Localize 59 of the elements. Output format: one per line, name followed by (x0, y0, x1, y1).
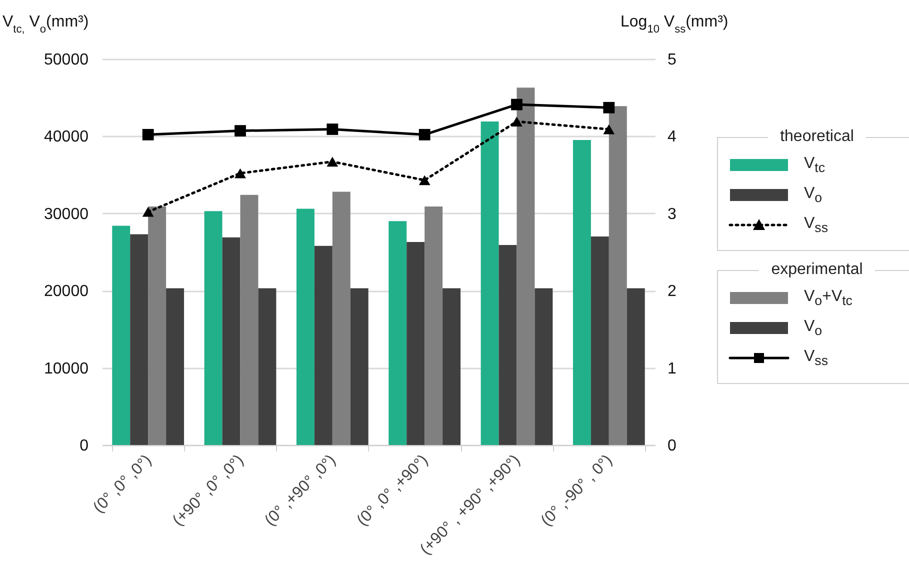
bar (626, 288, 645, 445)
y2-tick-label: 0 (668, 438, 676, 454)
bar (608, 106, 627, 445)
point (603, 102, 615, 114)
y2-tick-label: 5 (668, 52, 676, 68)
bar (516, 88, 535, 445)
bar (572, 140, 591, 445)
point (418, 128, 430, 140)
y2-tick-label: 1 (668, 360, 676, 378)
legend-label: V$_{o}$ (804, 318, 822, 338)
y-axis-title: V$_{tc,}$ V$_{o}$(mm³) (2, 14, 89, 36)
text: experimental (770, 261, 864, 279)
y2-tick-label: 3 (668, 206, 676, 223)
bar (240, 194, 258, 445)
legend-label: V$_{o}$ (804, 184, 822, 206)
bar (130, 234, 148, 445)
point (142, 128, 154, 140)
point (511, 98, 522, 110)
y2-tick-label: 2 (668, 283, 676, 300)
y-tick-label: 0 (80, 438, 89, 454)
legend-label: V$_{ss}$ (804, 214, 828, 236)
x-tick-label: (0° ,0° ,0°) (90, 452, 155, 516)
text: theoretical (779, 128, 855, 146)
bar (442, 288, 461, 445)
bar (480, 122, 499, 445)
legend-label: V$_{tc}$ (804, 154, 826, 176)
bar (222, 237, 240, 445)
bar (534, 288, 553, 445)
bar (314, 246, 332, 445)
bar (258, 288, 276, 445)
legend-label: V$_{o}$+V$_{tc}$ (804, 288, 852, 308)
bar (350, 288, 368, 445)
point (326, 124, 338, 135)
bar (424, 206, 443, 445)
bar (332, 192, 350, 445)
y-tick-label: 30000 (44, 206, 89, 223)
point (142, 206, 154, 217)
point (326, 156, 338, 167)
bar (388, 221, 407, 445)
y-tick-label: 40000 (44, 128, 89, 146)
y-tick-label: 10000 (44, 360, 89, 378)
point (234, 168, 246, 178)
point (418, 175, 430, 186)
bar (590, 236, 609, 445)
bar (296, 208, 314, 445)
legend-label: V$_{ss}$ (804, 348, 828, 368)
y2-tick-label: 4 (668, 128, 676, 146)
bar (112, 226, 130, 445)
bar (498, 245, 517, 445)
bar (204, 211, 222, 445)
point (234, 125, 246, 136)
point (603, 124, 615, 134)
point (511, 116, 522, 126)
y2-axis-title: Log$_{10}$ V$_{ss}$(mm³) (620, 14, 728, 36)
bar (406, 242, 425, 445)
bar (166, 288, 184, 445)
y-tick-label: 50000 (44, 52, 89, 68)
y-tick-label: 20000 (44, 283, 89, 300)
bar (148, 206, 166, 445)
